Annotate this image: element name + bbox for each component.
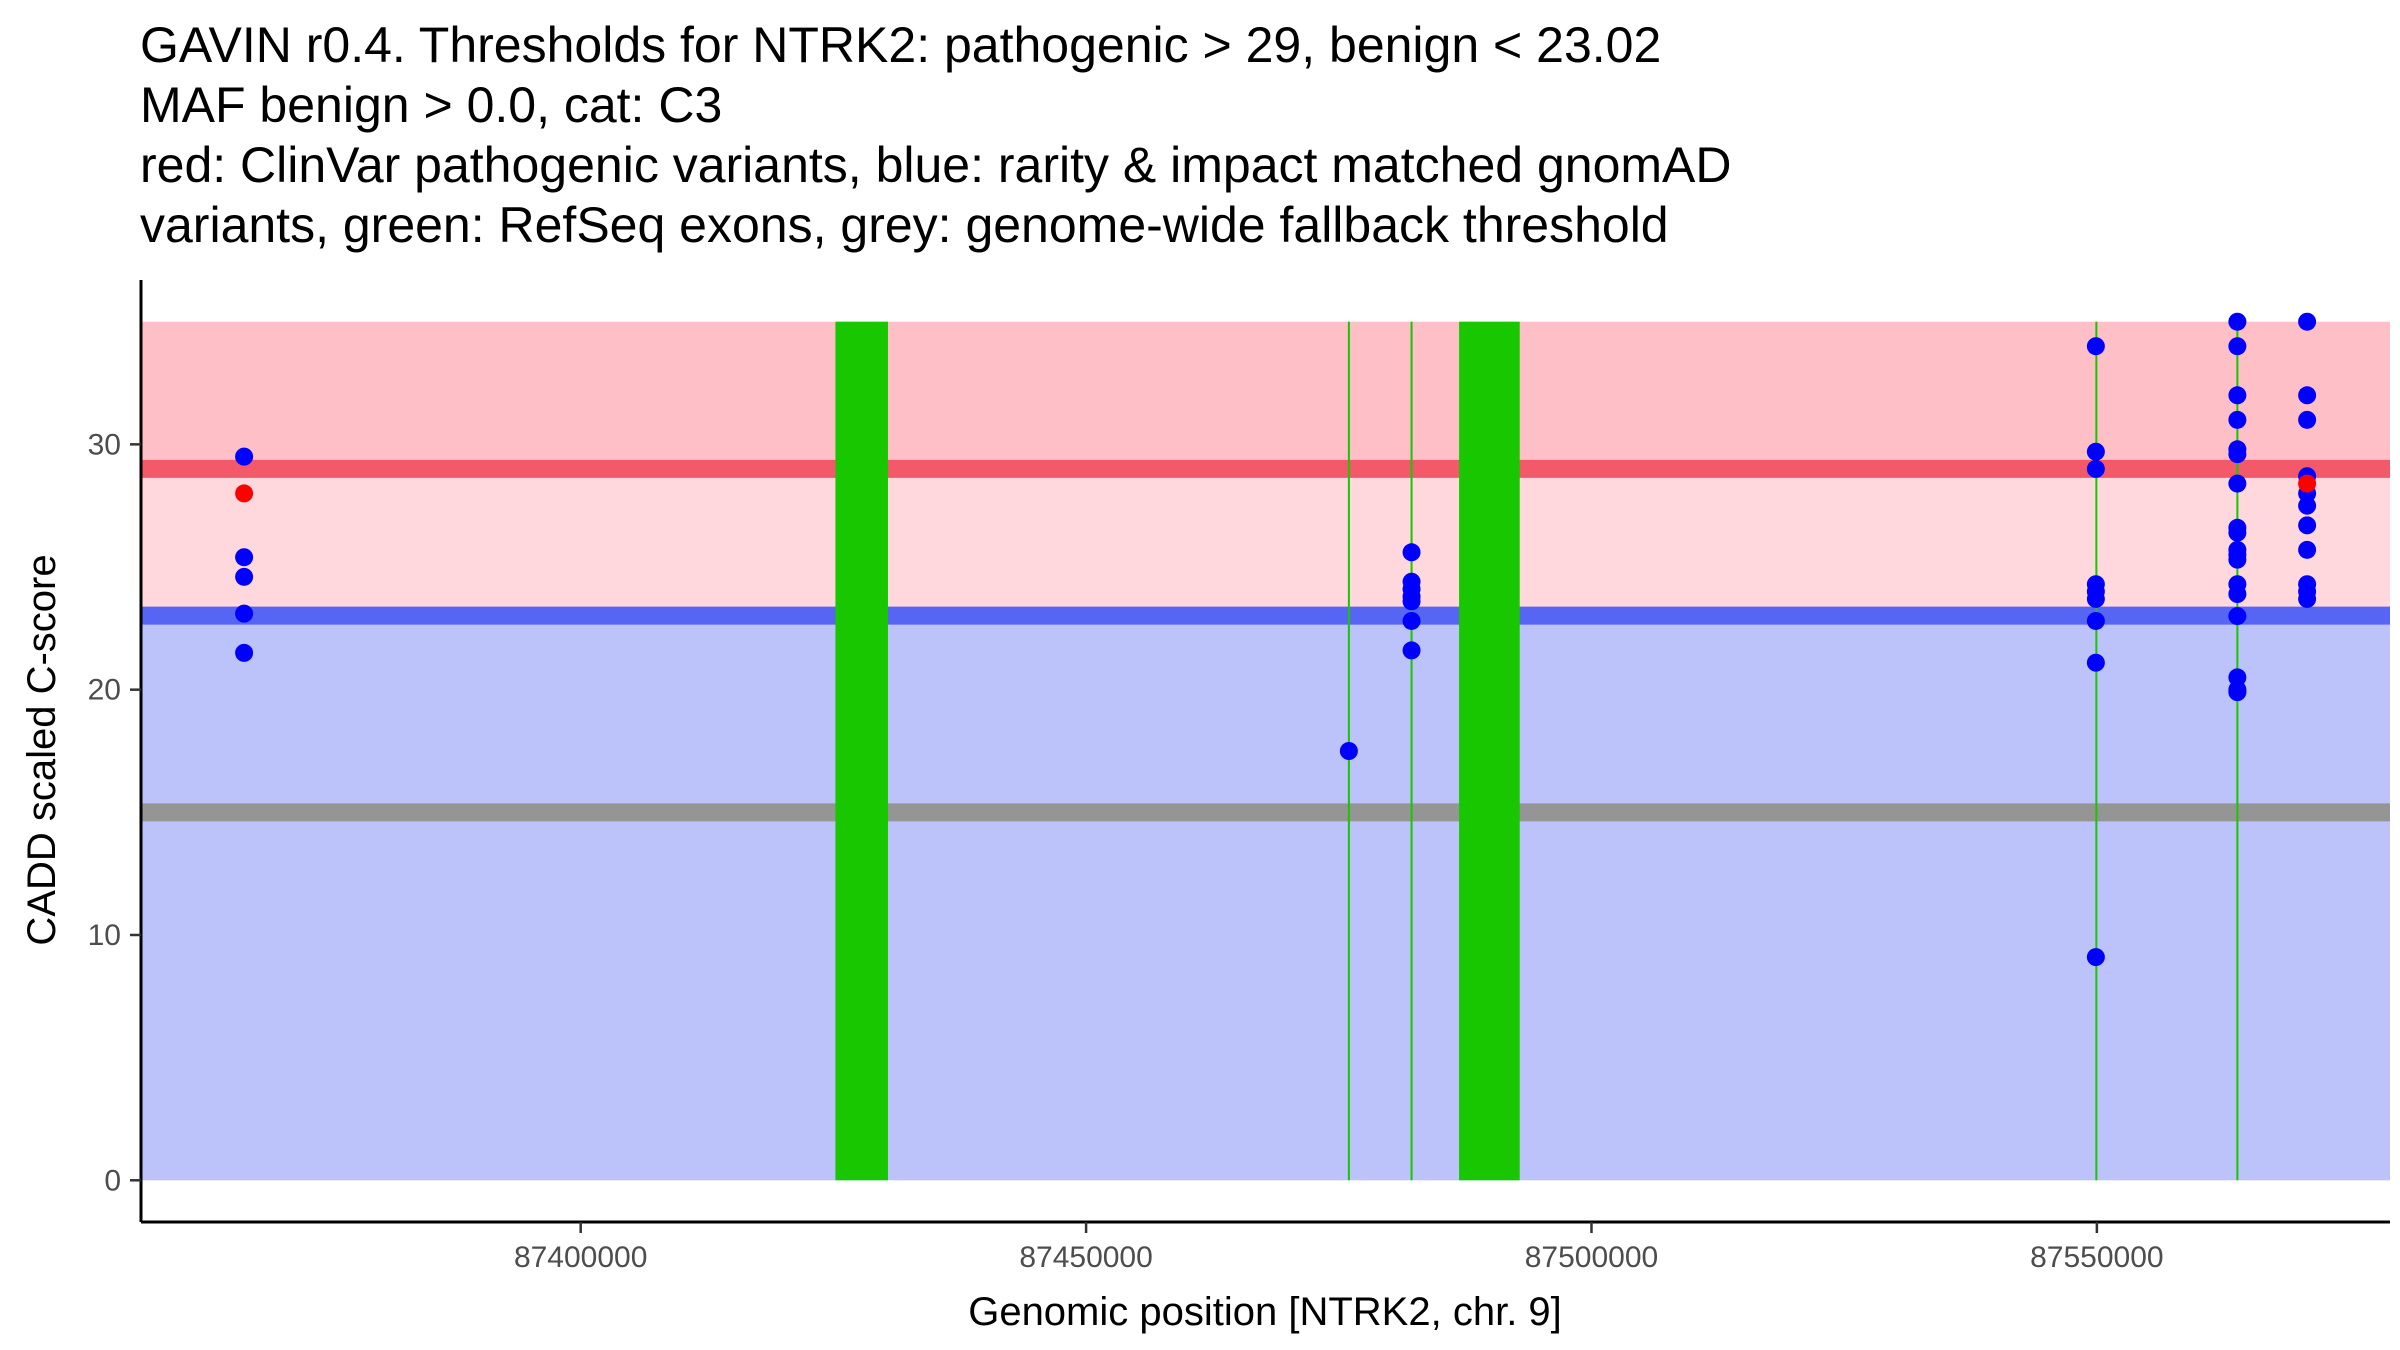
gnomad-variant-point-1 bbox=[235, 447, 254, 466]
y-tick-label-3: 20 bbox=[88, 674, 121, 707]
x-tick-label-4: 87550000 bbox=[2030, 1241, 2163, 1274]
x-axis-label: Genomic position [NTRK2, chr. 9] bbox=[968, 1290, 1562, 1334]
gnomad-variant-point-40 bbox=[2228, 683, 2247, 702]
x-tick-label-1: 87400000 bbox=[514, 1241, 647, 1274]
y-tick-label-4: 30 bbox=[88, 428, 121, 461]
gnomad-variant-point-24 bbox=[2228, 337, 2247, 356]
gnomad-variant-point-28 bbox=[2228, 445, 2247, 464]
gnomad-variant-point-42 bbox=[2298, 386, 2317, 405]
gnomad-variant-point-3 bbox=[235, 567, 254, 586]
gnomad-variant-point-47 bbox=[2298, 516, 2317, 535]
plot-area bbox=[141, 312, 2390, 1181]
title-line-4: variants, green: RefSeq exons, grey: gen… bbox=[140, 197, 1669, 253]
gnomad-variant-point-43 bbox=[2298, 410, 2317, 429]
gnomad-variant-point-4 bbox=[235, 604, 254, 623]
exon-bar-1 bbox=[835, 321, 888, 1181]
intermediate-region bbox=[141, 468, 2390, 616]
gnomad-variant-point-36 bbox=[2228, 585, 2247, 603]
gnomad-variant-point-6 bbox=[1339, 742, 1358, 760]
exon-bar-4 bbox=[1459, 321, 1520, 1181]
gnomad-variant-point-25 bbox=[2228, 386, 2247, 405]
gnomad-variant-point-31 bbox=[2228, 523, 2247, 542]
y-axis-label: CADD scaled C-score bbox=[20, 554, 64, 945]
gnomad-variant-point-19 bbox=[2086, 589, 2105, 608]
gnomad-variant-point-5 bbox=[235, 643, 254, 662]
gnomad-variant-point-21 bbox=[2086, 653, 2105, 672]
gnomad-variant-point-41 bbox=[2298, 312, 2317, 331]
chart-title: GAVIN r0.4. Thresholds for NTRK2: pathog… bbox=[140, 17, 1731, 253]
exon-bar-5 bbox=[2095, 321, 2098, 1181]
gnomad-variant-point-22 bbox=[2086, 948, 2105, 967]
gnomad-variant-point-12 bbox=[1402, 611, 1421, 630]
y-tick-label-2: 10 bbox=[88, 919, 121, 952]
exon-bar-6 bbox=[2236, 321, 2239, 1181]
title-line-1: GAVIN r0.4. Thresholds for NTRK2: pathog… bbox=[140, 17, 1661, 73]
gnomad-variant-point-20 bbox=[2086, 611, 2105, 630]
pathogenic-region bbox=[141, 321, 2390, 469]
gnomad-variant-point-15 bbox=[2086, 442, 2105, 461]
x-tick-label-3: 87500000 bbox=[1525, 1241, 1658, 1274]
x-tick-label-2: 87450000 bbox=[1019, 1241, 1152, 1274]
clinvar-variant-point-2 bbox=[2298, 474, 2317, 493]
gnomad-variant-point-34 bbox=[2228, 550, 2247, 569]
gnomad-variant-point-46 bbox=[2298, 496, 2317, 515]
gnomad-variant-point-51 bbox=[2298, 589, 2317, 608]
gnomad-variant-point-7 bbox=[1402, 543, 1421, 562]
gnomad-variant-point-48 bbox=[2298, 540, 2317, 559]
gnomad-variant-point-16 bbox=[2086, 459, 2105, 478]
benign-region bbox=[141, 615, 2390, 1181]
gnomad-variant-point-23 bbox=[2228, 312, 2247, 331]
axes: 87400000 87450000 87500000 87550000 0 10 20 30 bbox=[88, 280, 2390, 1274]
gnomad-variant-point-29 bbox=[2228, 474, 2247, 493]
y-tick-label-1: 0 bbox=[104, 1164, 121, 1197]
title-line-3: red: ClinVar pathogenic variants, blue: … bbox=[140, 137, 1731, 193]
title-line-2: MAF benign > 0.0, cat: C3 bbox=[140, 77, 722, 133]
gnomad-variant-point-2 bbox=[235, 548, 254, 567]
gnomad-variant-point-26 bbox=[2228, 410, 2247, 429]
gnomad-variant-point-11 bbox=[1402, 592, 1421, 611]
clinvar-variant-point-1 bbox=[235, 484, 254, 503]
exon-bar-3 bbox=[1410, 321, 1413, 1181]
gnomad-variant-point-37 bbox=[2228, 607, 2247, 626]
gnomad-variant-point-14 bbox=[2086, 337, 2105, 356]
gnomad-variant-point-13 bbox=[1402, 641, 1421, 660]
